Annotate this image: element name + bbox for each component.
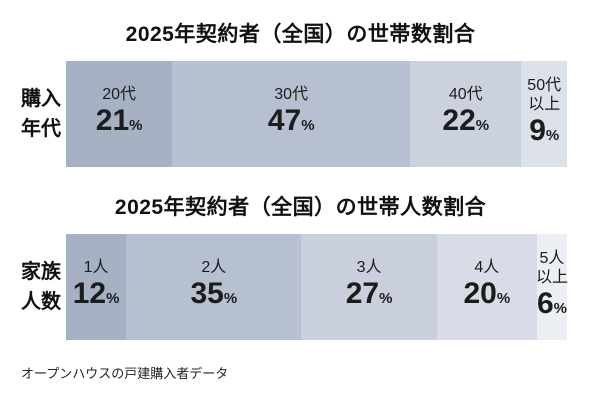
segment-category-label: 4人 [474, 259, 500, 276]
segment-value-number: 12 [72, 277, 107, 310]
source-note: オープンハウスの戸建購入者データ [21, 366, 229, 381]
row-label: 家族 人数 [0, 234, 66, 340]
row-label-line: 年代 [21, 118, 61, 140]
segment-value-number: 22 [442, 104, 476, 137]
chart-2: 2025年契約者（全国）の世帯人数割合 家族 人数 1人 12% 2人 35% 3人 27% 4人… [0, 197, 601, 340]
segment-value-unit: % [223, 290, 238, 307]
bar-segment: 30代 47% [172, 61, 411, 167]
segment-value-unit: % [553, 299, 567, 317]
segment-category-label: 5人 [539, 249, 565, 267]
row-label-line: 家族 [21, 261, 61, 283]
row-label: 購入 年代 [0, 61, 66, 167]
bar-segment: 3人 27% [301, 234, 437, 340]
segment-value-number: 6 [536, 286, 554, 320]
segment-value: 47% [268, 104, 315, 143]
segment-value-unit: % [129, 117, 143, 134]
segment-category-label: 3人 [356, 259, 382, 276]
bar-segment: 40代 22% [410, 61, 522, 167]
segment-value-number: 20 [463, 277, 497, 310]
segment-category-label: 50代 [527, 76, 562, 94]
charts-container: 2025年契約者（全国）の世帯数割合 購入 年代 20代 21% 30代 47% 40代 22%… [0, 24, 601, 340]
segment-value: 27% [346, 277, 393, 316]
segment-value: 21% [96, 104, 143, 143]
segment-category-label: 2人 [201, 259, 227, 276]
segment-value-unit: % [301, 117, 315, 134]
bar-segment: 5人 以上 6% [535, 234, 568, 340]
segment-value-unit: % [545, 126, 560, 144]
segment-value: 20% [463, 277, 510, 316]
segment-value-number: 21 [95, 104, 130, 137]
stacked-bar: 1人 12% 2人 35% 3人 27% 4人 20% 5人 以上 6% [66, 234, 568, 340]
row-label-line: 人数 [21, 291, 61, 313]
row-label-line: 購入 [21, 88, 61, 110]
bar-segment: 4人 20% [436, 234, 537, 340]
bar-segment: 1人 12% [66, 234, 127, 340]
segment-value-unit: % [379, 290, 393, 307]
segment-value: 6% [537, 287, 567, 326]
bar-row: 家族 人数 1人 12% 2人 35% 3人 27% 4人 20% 5人 以上 6% [0, 234, 601, 340]
segment-category-label: 40代 [448, 86, 483, 103]
segment-value-number: 9 [529, 113, 546, 147]
chart-1: 2025年契約者（全国）の世帯数割合 購入 年代 20代 21% 30代 47% 40代 22%… [0, 24, 601, 167]
chart-title: 2025年契約者（全国）の世帯人数割合 [114, 196, 487, 219]
segment-value: 35% [190, 277, 237, 316]
bar-segment: 50代 以上 9% [521, 61, 567, 167]
segment-value-unit: % [106, 290, 120, 307]
segment-value: 22% [442, 104, 489, 143]
segment-value-number: 27 [345, 277, 380, 310]
segment-value-number: 47 [267, 104, 302, 137]
stacked-bar: 20代 21% 30代 47% 40代 22% 50代 以上 9% [66, 61, 567, 167]
segment-value: 12% [73, 277, 120, 316]
segment-category-label: 以上 [535, 268, 568, 286]
chart-title: 2025年契約者（全国）の世帯数割合 [125, 23, 476, 46]
segment-value-unit: % [475, 117, 490, 134]
segment-value-unit: % [496, 290, 511, 307]
segment-category-label: 20代 [102, 86, 137, 103]
segment-category-label: 以上 [528, 95, 561, 113]
segment-value-number: 35 [190, 277, 224, 310]
bar-row: 購入 年代 20代 21% 30代 47% 40代 22% 50代 以上 9% [0, 61, 601, 167]
bar-segment: 2人 35% [126, 234, 302, 340]
segment-value: 9% [529, 114, 559, 153]
bar-segment: 20代 21% [66, 61, 173, 167]
segment-category-label: 1人 [83, 259, 109, 276]
segment-category-label: 30代 [274, 86, 309, 103]
